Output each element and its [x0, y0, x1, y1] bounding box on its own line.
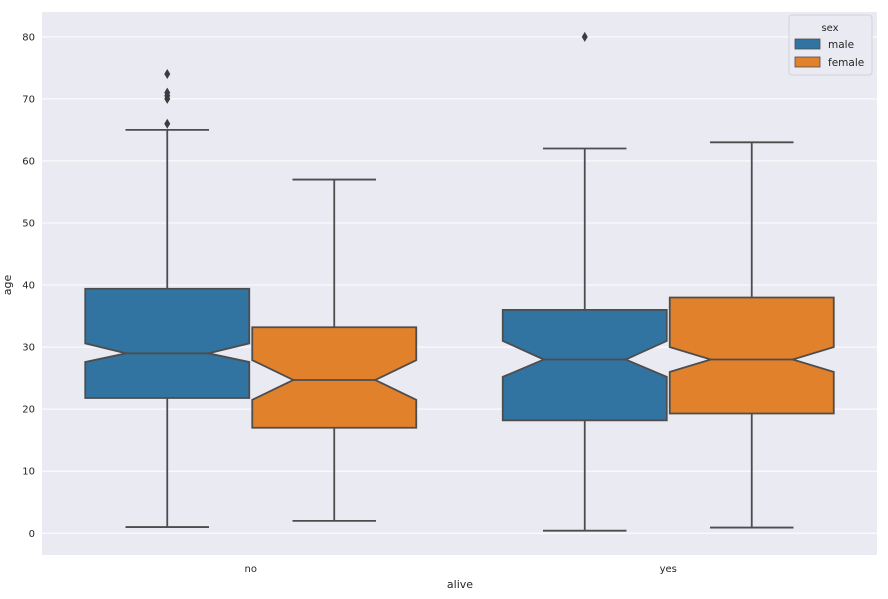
legend-title: sex [821, 23, 838, 34]
y-tick-label: 20 [22, 405, 35, 416]
box-body [251, 326, 418, 429]
box-female-no [251, 178, 418, 522]
y-tick-label: 30 [22, 343, 35, 354]
y-tick-label: 0 [29, 529, 35, 540]
outlier-point [164, 118, 171, 129]
legend-swatch-female [794, 56, 821, 68]
y-tick-label: 50 [22, 218, 35, 229]
legend: sex male female [788, 14, 873, 76]
y-tick-label: 70 [22, 94, 35, 105]
x-tick-label: no [245, 564, 257, 575]
plot-area [42, 12, 877, 555]
x-axis-label: alive [447, 578, 473, 591]
x-tick-label: yes [660, 564, 677, 575]
box-female-yes [668, 141, 835, 529]
box-body [84, 287, 251, 399]
box-body [668, 296, 835, 415]
outlier-point [164, 87, 171, 98]
y-tick-label: 80 [22, 32, 35, 43]
box-body [501, 308, 668, 422]
outlier-point [164, 69, 171, 80]
y-tick-label: 10 [22, 467, 35, 478]
legend-swatch-male [794, 38, 821, 50]
box-male-yes [501, 31, 668, 532]
y-tick-label: 60 [22, 156, 35, 167]
legend-label-male: male [828, 39, 854, 51]
y-tick-label: 40 [22, 281, 35, 292]
box-male-no [84, 69, 251, 528]
outlier-point [581, 31, 588, 42]
legend-label-female: female [828, 57, 864, 69]
y-axis-label: age [1, 275, 14, 296]
